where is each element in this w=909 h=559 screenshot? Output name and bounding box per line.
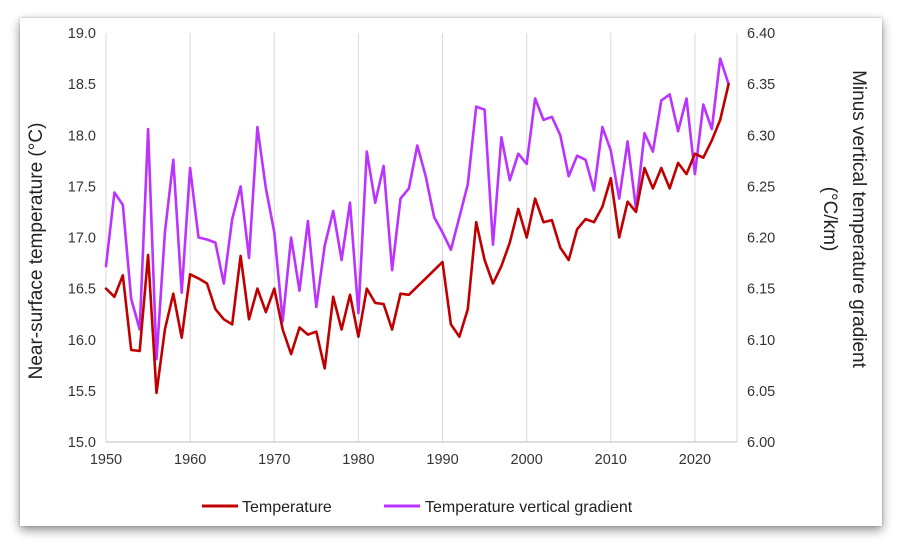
- right-y-tick-6.35: 6.35: [747, 77, 775, 93]
- x-tick-1980: 1980: [342, 452, 374, 468]
- plot-area: [106, 33, 737, 442]
- left-y-tick-18.0: 18.0: [68, 128, 96, 144]
- left-y-tick-labels: 15.0 15.5 16.0 16.5 17.0 17.5 18.0 18.5 19.0: [68, 26, 96, 451]
- right-axis-title-line2: (°C/km): [819, 187, 840, 252]
- left-y-tick-15.5: 15.5: [68, 384, 96, 400]
- right-y-tick-6.15: 6.15: [747, 282, 775, 298]
- right-axis-title-line1: Minus vertical temperature gradient: [848, 70, 869, 369]
- x-tick-2020: 2020: [679, 452, 711, 468]
- right-y-tick-6.25: 6.25: [747, 179, 775, 195]
- x-tick-2000: 2000: [511, 452, 543, 468]
- x-tick-1970: 1970: [258, 452, 290, 468]
- left-y-tick-19.0: 19.0: [68, 26, 96, 42]
- left-y-tick-16.5: 16.5: [68, 282, 96, 298]
- left-axis-title: Near-surface temperature (°C): [26, 123, 47, 380]
- x-tick-1950: 1950: [90, 452, 122, 468]
- left-y-tick-17.0: 17.0: [68, 231, 96, 247]
- legend-label-gradient: Temperature vertical gradient: [425, 499, 633, 516]
- legend: Temperature Temperature vertical gradien…: [202, 499, 633, 516]
- legend-label-temperature: Temperature: [242, 499, 332, 516]
- right-y-tick-6.10: 6.10: [747, 333, 775, 349]
- x-tick-1960: 1960: [174, 452, 206, 468]
- left-y-tick-15.0: 15.0: [68, 435, 96, 451]
- x-tick-labels: 1950 1960 1970 1980 1990 2000 2010 2020: [90, 452, 711, 468]
- left-y-tick-16.0: 16.0: [68, 333, 96, 349]
- x-tick-1990: 1990: [426, 452, 458, 468]
- left-y-tick-18.5: 18.5: [68, 77, 96, 93]
- right-y-tick-6.30: 6.30: [747, 128, 775, 144]
- x-tick-2010: 2010: [595, 452, 627, 468]
- right-y-tick-6.20: 6.20: [747, 231, 775, 247]
- series-line-vertical-gradient: [104, 57, 730, 361]
- right-y-tick-6.05: 6.05: [747, 384, 775, 400]
- right-y-tick-labels: 6.00 6.05 6.10 6.15 6.20 6.25 6.30 6.35 6.40: [747, 26, 775, 451]
- left-y-tick-17.5: 17.5: [68, 179, 96, 195]
- right-y-tick-6.00: 6.00: [747, 435, 775, 451]
- series-layer: [104, 57, 730, 395]
- series-line-temperature: [104, 82, 730, 395]
- right-y-tick-6.40: 6.40: [747, 26, 775, 42]
